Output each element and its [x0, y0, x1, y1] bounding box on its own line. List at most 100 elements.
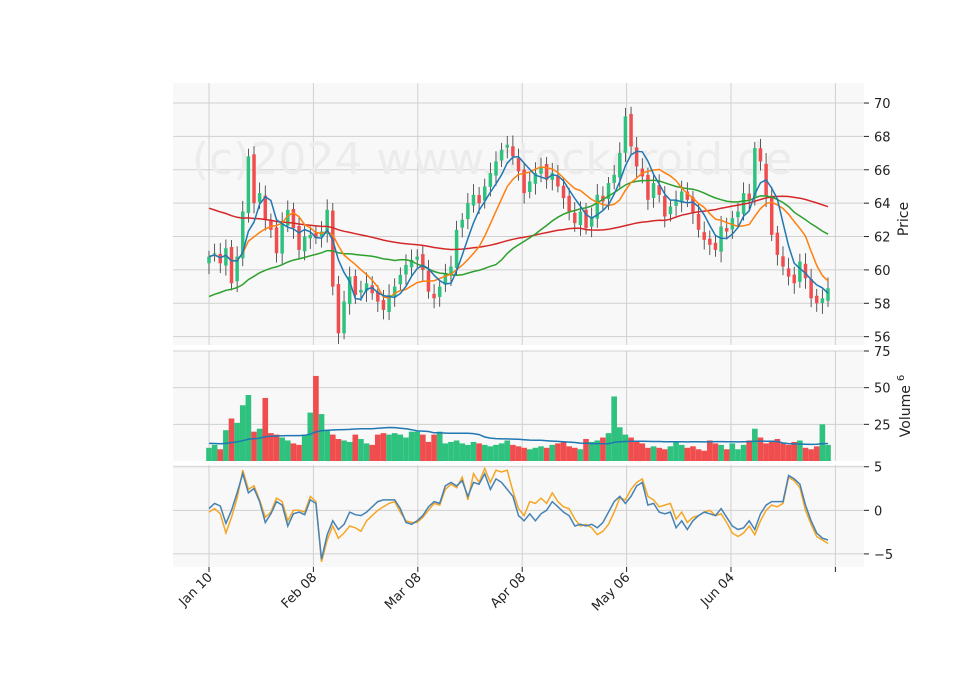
candle-body: [651, 183, 656, 199]
candle-body: [528, 181, 532, 192]
volume-bar: [515, 446, 522, 461]
volume-bar: [526, 449, 533, 461]
volume-bar: [678, 444, 685, 461]
candle-body: [336, 284, 341, 334]
candlestick: [595, 183, 600, 228]
volume-bar: [532, 447, 539, 461]
candlestick: [634, 137, 639, 178]
candlestick: [347, 266, 352, 315]
candlestick: [494, 151, 498, 186]
candlestick: [387, 284, 391, 321]
candlestick: [702, 221, 706, 250]
candlestick: [758, 138, 763, 171]
candlestick: [803, 253, 808, 289]
candlestick: [522, 163, 526, 204]
candle-body: [516, 158, 521, 172]
price-y-tick-label: 70: [874, 97, 891, 112]
volume-bar: [774, 439, 781, 461]
volume-bar: [453, 440, 460, 461]
candlestick: [550, 162, 555, 191]
candle-body: [618, 153, 622, 178]
price-axis-label: Price: [896, 202, 912, 236]
moving-average-medium: [208, 166, 829, 299]
candle-body: [646, 174, 650, 200]
candlestick: [325, 199, 329, 243]
candlestick: [544, 156, 549, 189]
candle-body: [269, 220, 273, 230]
candle-body: [477, 195, 481, 204]
volume-bar: [695, 449, 702, 461]
volume-bar: [420, 434, 426, 461]
volume-bar: [408, 431, 415, 461]
price-y-tick-label: 60: [874, 264, 891, 279]
candle-body: [404, 264, 408, 275]
candlestick: [398, 267, 403, 292]
candle-body: [781, 256, 785, 267]
candle-body: [342, 301, 346, 334]
candle-body: [511, 146, 515, 157]
candle-body: [398, 274, 403, 285]
volume-bar: [335, 439, 342, 461]
candle-body: [280, 223, 284, 254]
candle-body: [415, 256, 419, 260]
candlestick: [674, 190, 678, 216]
price-y-tick-label: 66: [874, 164, 891, 179]
candle-body: [708, 238, 712, 245]
candlestick: [623, 107, 628, 163]
price-y-tick-label: 58: [874, 297, 891, 312]
x-tick-label: May 06: [589, 570, 633, 614]
candlestick: [769, 186, 774, 242]
x-tick-label: Feb 08: [279, 570, 321, 612]
candle-body: [713, 242, 718, 250]
volume-bar: [363, 443, 370, 461]
candle-body: [629, 113, 633, 147]
volume-bar: [768, 440, 775, 461]
volume-bar: [245, 395, 252, 461]
candle-body: [308, 234, 313, 239]
volume-bar: [538, 446, 544, 461]
volume-bar: [296, 444, 302, 461]
volume-bar: [808, 449, 814, 461]
candlestick: [482, 178, 487, 209]
volume-bar: [577, 449, 584, 461]
volume-bar: [588, 441, 595, 461]
candle-body: [556, 175, 560, 187]
candle-body: [533, 173, 538, 184]
volume-bar: [656, 447, 662, 461]
volume-bar: [228, 418, 235, 461]
volume-bar: [436, 431, 443, 461]
oscillator-line: [208, 471, 829, 560]
volume-bar: [791, 441, 798, 461]
candle-body: [291, 208, 296, 229]
volume-bar: [740, 444, 747, 461]
volume-bar: [583, 439, 589, 461]
candle-body: [589, 216, 594, 227]
volume-bar: [369, 444, 376, 461]
candle-body: [803, 263, 808, 279]
volume-bar: [611, 396, 617, 461]
candlestick: [657, 174, 661, 203]
candlestick: [539, 157, 543, 183]
volume-bar: [661, 449, 668, 461]
candle-body: [437, 286, 442, 297]
candlestick: [528, 171, 532, 199]
volume-bar: [358, 439, 364, 461]
candle-body: [325, 209, 329, 234]
candle-body: [815, 295, 819, 304]
candle-body: [747, 193, 751, 200]
oscillator-y-tick-label: 5: [874, 461, 882, 476]
candlestick: [466, 193, 470, 230]
candle-body: [241, 211, 245, 259]
volume-bar: [813, 446, 820, 461]
volume-bar: [504, 440, 511, 461]
candlestick: [252, 146, 256, 214]
candlestick: [376, 285, 380, 312]
candle-body: [663, 196, 667, 217]
candle-body: [826, 288, 830, 301]
volume-bar: [313, 375, 319, 461]
candlestick: [747, 183, 751, 211]
candlestick: [573, 202, 577, 232]
candlestick: [708, 230, 712, 255]
candle-body: [347, 276, 352, 305]
